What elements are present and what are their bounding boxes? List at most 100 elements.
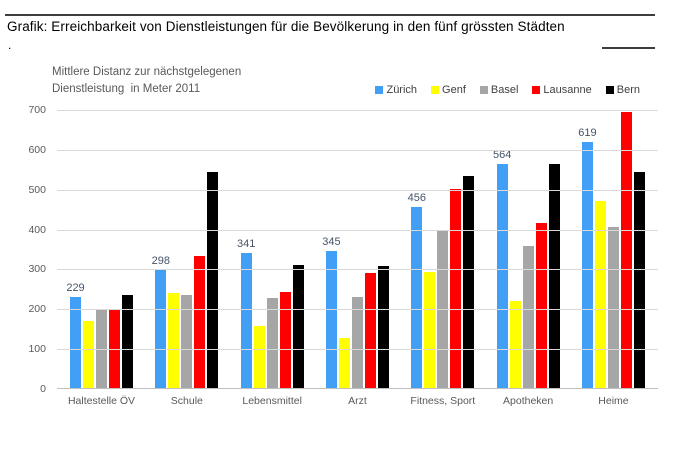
x-axis: Haltestelle ÖV Schule Lebensmittel Arzt Fitn… bbox=[57, 395, 658, 407]
bar-genf-6 bbox=[509, 300, 521, 388]
stray-period: . bbox=[8, 38, 12, 52]
x-label-cell: Heime bbox=[582, 395, 645, 407]
bar-genf-4 bbox=[338, 338, 350, 388]
header-top-rule bbox=[5, 14, 655, 16]
x-axis-label: Fitness, Sport bbox=[410, 395, 476, 407]
bar-lausanne-5 bbox=[450, 189, 462, 388]
legend-label: Zürich bbox=[386, 84, 418, 96]
bar-wrap bbox=[207, 110, 219, 388]
bar-bern-1 bbox=[122, 295, 133, 388]
bar-group-2: 298 bbox=[152, 110, 219, 388]
bar-wrap bbox=[168, 110, 180, 388]
y-tick-label-600: 600 bbox=[28, 143, 46, 156]
bar-wrap bbox=[437, 110, 449, 388]
plot-area: 229 298 341 345 456 564 619 bbox=[57, 110, 658, 389]
bar-genf-7 bbox=[594, 201, 606, 388]
y-tick-label-100: 100 bbox=[28, 343, 46, 356]
x-axis-label: Arzt bbox=[348, 395, 367, 407]
bar-zürich-4 bbox=[325, 251, 337, 388]
y-tick-label-700: 700 bbox=[28, 104, 46, 116]
bar-wrap: 229 bbox=[66, 110, 85, 388]
bar-basel-3 bbox=[266, 297, 278, 388]
data-label: 619 bbox=[578, 127, 597, 140]
legend-label: Lausanne bbox=[543, 84, 592, 96]
y-tick-label-500: 500 bbox=[28, 183, 46, 196]
bar-lausanne-3 bbox=[279, 291, 291, 388]
bar-lausanne-2 bbox=[194, 255, 206, 388]
bar-genf-5 bbox=[424, 271, 436, 388]
chart-legend: Zürich Genf Basel Lausanne Bern bbox=[375, 84, 640, 96]
bar-basel-4 bbox=[351, 297, 363, 388]
bar-wrap: 341 bbox=[237, 110, 255, 388]
data-label: 341 bbox=[236, 237, 256, 250]
bar-wrap bbox=[364, 110, 376, 388]
bar-wrap bbox=[338, 110, 350, 388]
gridline-500 bbox=[57, 189, 658, 191]
bar-group-7: 619 bbox=[578, 110, 645, 388]
bar-basel-1 bbox=[96, 309, 107, 388]
bar-zürich-2 bbox=[155, 269, 167, 388]
bar-group-4: 345 bbox=[322, 110, 389, 388]
bar-wrap bbox=[279, 110, 291, 388]
legend-item-bern: Bern bbox=[605, 84, 640, 96]
header-short-rule bbox=[602, 47, 655, 49]
legend-item-zürich: Zürich bbox=[375, 84, 417, 96]
x-axis-label: Apotheken bbox=[503, 395, 554, 407]
chart-title: Mittlere Distanz zur nächstgelegenen Dien… bbox=[52, 64, 241, 98]
gridline-300 bbox=[57, 269, 658, 271]
gridline-200 bbox=[57, 309, 658, 311]
x-axis-label: Haltestelle ÖV bbox=[67, 395, 136, 407]
bar-wrap bbox=[633, 110, 645, 388]
legend-item-basel: Basel bbox=[479, 84, 518, 96]
bar-genf-1 bbox=[83, 320, 94, 388]
data-label: 345 bbox=[322, 236, 341, 248]
gridline-400 bbox=[57, 229, 658, 231]
y-tick-label-0: 0 bbox=[40, 383, 46, 395]
x-label-cell: Apotheken bbox=[497, 395, 560, 407]
bar-zürich-1 bbox=[70, 297, 81, 388]
bar-wrap: 456 bbox=[408, 110, 426, 388]
y-axis: 0 100 200 300 400 500 600 700 bbox=[12, 104, 46, 395]
bar-wrap bbox=[620, 110, 632, 388]
x-label-cell: Haltestelle ÖV bbox=[67, 395, 136, 407]
bar-wrap bbox=[292, 110, 304, 388]
bar-basel-6 bbox=[522, 245, 534, 388]
y-tick-label-200: 200 bbox=[28, 303, 46, 316]
legend-swatch bbox=[479, 86, 488, 94]
bar-genf-2 bbox=[168, 292, 180, 388]
bar-bern-5 bbox=[463, 175, 475, 388]
gridline-700 bbox=[57, 110, 658, 111]
bar-wrap bbox=[181, 110, 193, 388]
y-tick-label-400: 400 bbox=[28, 223, 46, 236]
chart-title-line2: Dienstleistung in Meter 2011 bbox=[52, 83, 201, 95]
y-tick-label-300: 300 bbox=[28, 263, 46, 276]
bar-wrap bbox=[535, 110, 547, 388]
x-label-cell: Arzt bbox=[326, 395, 389, 407]
bar-wrap bbox=[109, 110, 120, 388]
legend-label: Bern bbox=[616, 84, 640, 96]
bar-wrap bbox=[253, 110, 265, 388]
data-label: 229 bbox=[66, 282, 85, 295]
bar-lausanne-4 bbox=[364, 272, 376, 388]
bar-wrap: 345 bbox=[322, 110, 341, 388]
data-label: 456 bbox=[407, 191, 426, 204]
legend-item-genf: Genf bbox=[431, 84, 466, 96]
bar-bern-2 bbox=[207, 172, 219, 388]
bar-zürich-7 bbox=[581, 142, 593, 388]
gridline-100 bbox=[57, 349, 658, 351]
bar-lausanne-1 bbox=[109, 309, 120, 388]
bar-bern-4 bbox=[377, 265, 389, 388]
legend-swatch bbox=[431, 86, 440, 94]
bar-lausanne-6 bbox=[535, 223, 547, 388]
legend-label: Genf bbox=[442, 84, 466, 96]
bar-basel-2 bbox=[181, 294, 193, 388]
bar-zürich-6 bbox=[496, 164, 508, 388]
x-axis-label: Lebensmittel bbox=[242, 395, 302, 407]
bar-bern-6 bbox=[548, 163, 560, 388]
legend-swatch bbox=[605, 86, 614, 94]
bar-group-6: 564 bbox=[493, 110, 560, 388]
bar-wrap bbox=[607, 110, 619, 388]
bar-basel-7 bbox=[607, 227, 619, 388]
bar-bern-3 bbox=[292, 264, 304, 388]
